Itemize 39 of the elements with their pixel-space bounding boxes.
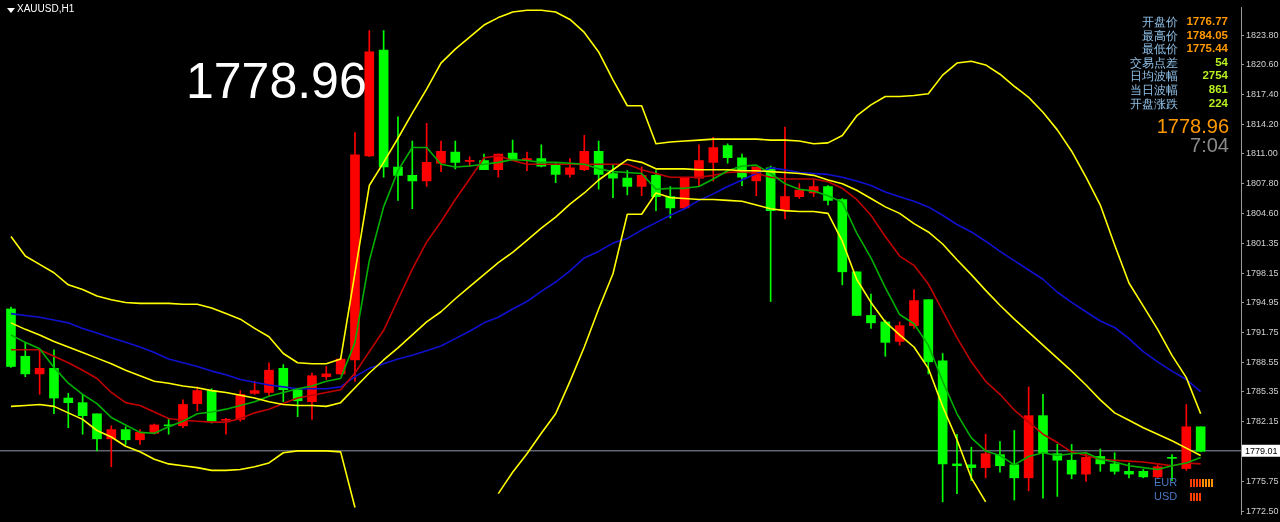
ref-line-label: 1779.01 [1245,445,1278,456]
candlestick [407,140,418,210]
annotation: 最高价 [1142,28,1178,43]
annotation: 最低价 [1142,42,1178,57]
y-tick-label: 1807.80 [1246,178,1279,189]
text: 861 [1208,83,1228,95]
annotation: 当日波幅 [1130,83,1178,98]
annotation: USD [1154,490,1178,502]
candlestick [321,366,332,380]
annotation: 交易点差 [1130,55,1178,70]
candlestick [1009,430,1020,501]
chart-title: XAUUSD,H1 [17,3,75,14]
y-tick-label: 1804.60 [1246,207,1279,218]
annotation: 1778.96 [186,52,367,110]
y-tick-label: 1817.40 [1246,89,1279,100]
annotation: 日均波幅 [1130,69,1178,84]
text: 54 [1215,55,1228,68]
annotation: EUR [1154,476,1178,488]
y-tick-label: 1782.15 [1246,416,1279,427]
y-tick-label: 1785.35 [1246,386,1279,397]
y-tick-label: 1811.00 [1246,148,1278,159]
annotation: 开盘价 [1142,15,1178,30]
y-tick-label: 1772.50 [1246,505,1279,516]
candlestick [63,393,74,429]
y-tick-label: 1798.15 [1246,267,1279,278]
y-tick-label: 1775.75 [1246,475,1279,486]
text: 224 [1208,96,1228,109]
annotation: 1776.77 [1186,15,1228,27]
annotation: 1784.05 [1186,28,1228,41]
y-tick-label: 1794.95 [1246,297,1279,308]
y-tick-label: 1788.55 [1246,356,1279,367]
y-tick-label: 1791.75 [1246,327,1279,338]
annotation: 开盘涨跌 [1130,96,1178,112]
y-tick-label: 1820.60 [1246,59,1279,70]
annotation: 1775.44 [1186,42,1228,55]
annotation: 2754 [1202,69,1228,82]
y-tick-label: 1823.80 [1246,29,1279,40]
y-tick-label: 1814.20 [1246,118,1279,129]
y-tick-label: 1801.35 [1246,238,1279,249]
